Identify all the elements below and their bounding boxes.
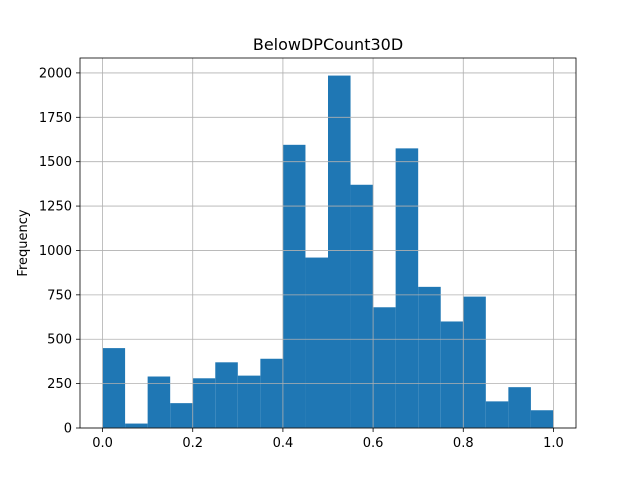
- histogram-bar-8: [282, 144, 306, 429]
- y-tick-label-2: 500: [47, 333, 72, 348]
- histogram-bar-0: [102, 348, 126, 428]
- histogram-bar-3: [170, 403, 193, 428]
- y-tick-label-5: 1250: [39, 200, 72, 215]
- y-tick-label-1: 250: [47, 377, 72, 392]
- y-axis-title: Frequency: [16, 209, 31, 276]
- bars-layer: [102, 75, 554, 429]
- histogram-bar-9: [305, 257, 328, 428]
- histogram-bar-10: [328, 75, 351, 428]
- histogram-bar-13: [395, 148, 419, 428]
- histogram-bar-1: [125, 423, 148, 428]
- x-tick-label-3: 0.6: [363, 436, 384, 451]
- x-tick-label-4: 0.8: [453, 436, 474, 451]
- axes-layer: [79, 57, 577, 429]
- histogram-bar-7: [260, 358, 283, 428]
- histogram-bar-6: [237, 375, 261, 428]
- histogram-bar-14: [418, 286, 441, 428]
- y-tick-label-8: 2000: [39, 66, 72, 81]
- histogram-bar-18: [508, 387, 531, 428]
- histogram-bar-4: [192, 378, 216, 428]
- chart-title: BelowDPCount30D: [253, 35, 403, 54]
- histogram-bar-2: [147, 376, 171, 428]
- x-tick-label-2: 0.4: [273, 436, 294, 451]
- x-tick-label-1: 0.2: [182, 436, 203, 451]
- plot-frame: [79, 57, 577, 429]
- y-tick-layer: 0 250 500 750 1000 1250 1500 1750 2000: [39, 66, 80, 437]
- y-tick-label-0: 0: [64, 422, 72, 437]
- histogram-bar-16: [463, 296, 486, 428]
- y-tick-label-6: 1500: [39, 155, 72, 170]
- y-tick-label-4: 1000: [39, 244, 72, 259]
- histogram-bar-19: [530, 410, 554, 428]
- histogram-bar-17: [485, 401, 509, 428]
- histogram-bar-5: [215, 362, 238, 428]
- x-tick-label-0: 0.0: [92, 436, 113, 451]
- y-tick-label-3: 750: [47, 288, 72, 303]
- histogram-bar-15: [440, 321, 464, 428]
- x-tick-label-5: 1.0: [543, 436, 564, 451]
- x-tick-layer: 0.0 0.2 0.4 0.6 0.8 1.0: [92, 428, 564, 451]
- y-tick-label-7: 1750: [39, 111, 72, 126]
- histogram-bar-11: [350, 184, 374, 428]
- histogram-bar-12: [373, 307, 396, 428]
